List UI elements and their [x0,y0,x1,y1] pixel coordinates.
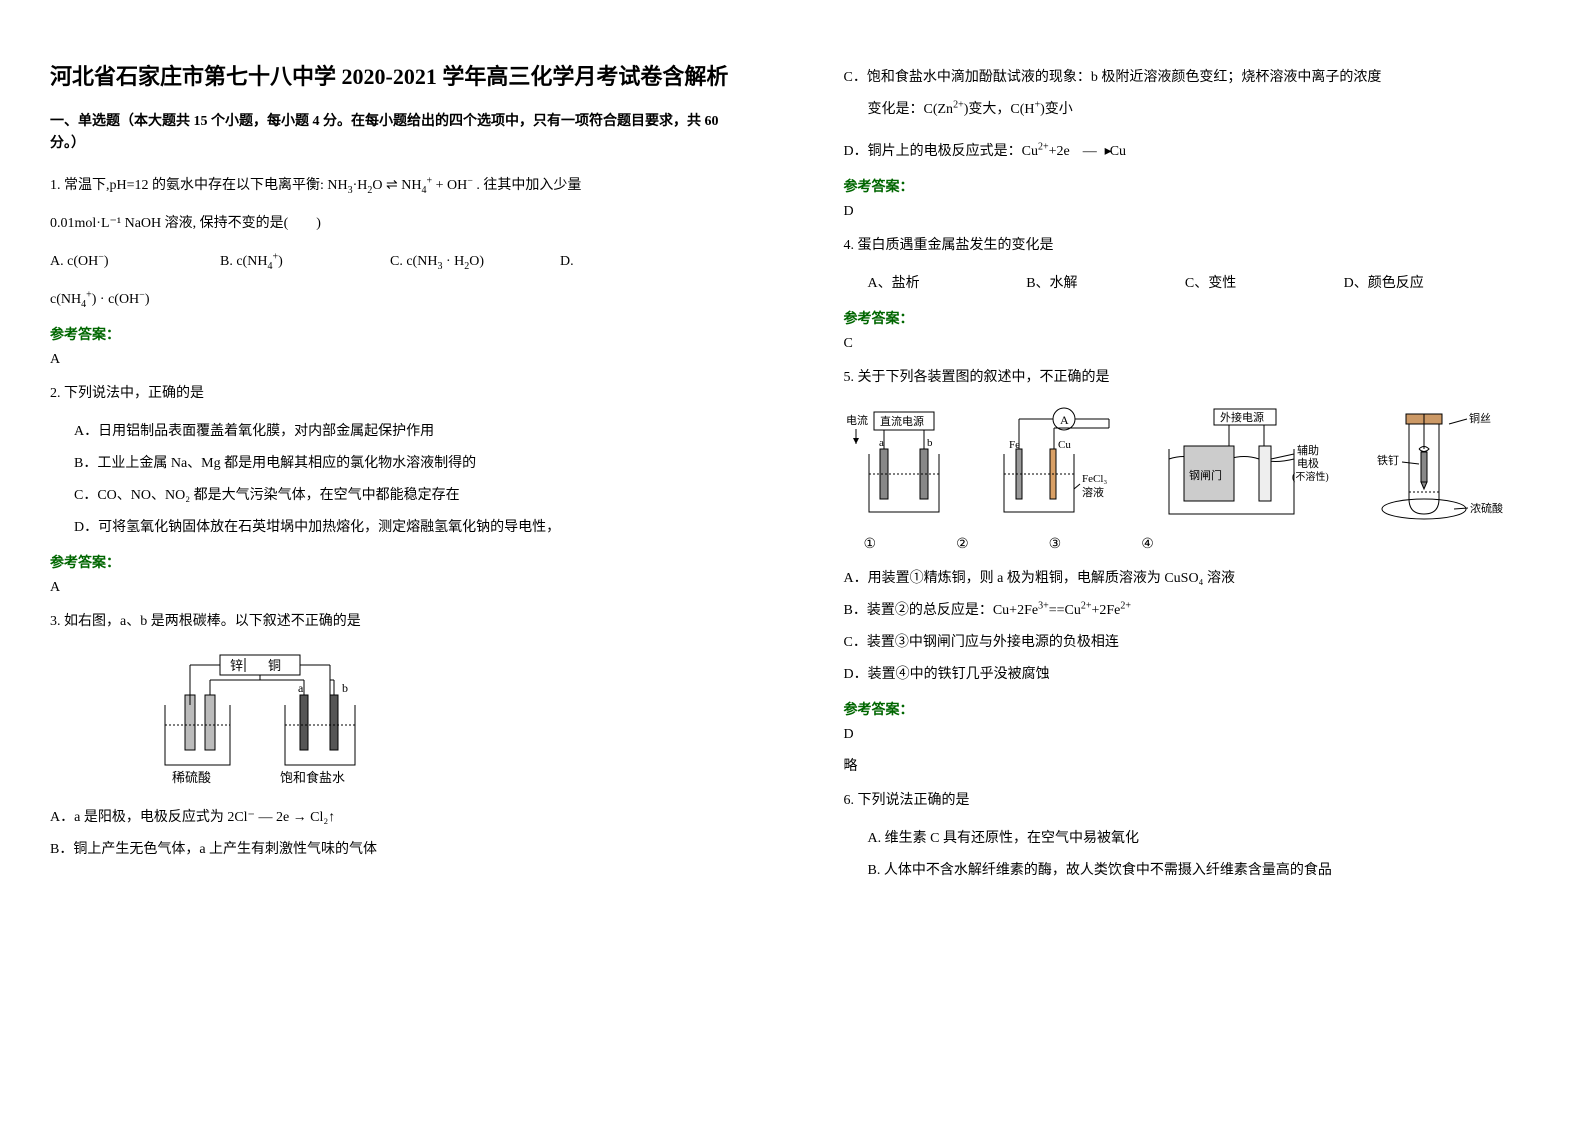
question-4-stem: 4. 蛋白质遇重金属盐发生的变化是 [844,232,1538,260]
num-1: ① [864,536,877,553]
right-column: C．饱和食盐水中滴加酚酞试液的现象：b 极附近溶液颜色变红；烧杯溶液中离子的浓度… [794,0,1587,1122]
num-2: ② [956,536,969,553]
question-2-stem: 2. 下列说法中，正确的是 [50,380,744,408]
q1-stem-a: 1. 常温下,pH=12 的氨水中存在以下电离平衡: NH [50,178,348,193]
svg-text:A: A [1060,413,1069,427]
q1-opt-c: C. c(NH3 · H2O) [390,248,520,276]
svg-text:b: b [342,681,348,695]
answer-label: 参考答案： [50,324,744,344]
svg-text:a: a [298,681,304,695]
q1-opt-d: D. [560,248,690,276]
device-3: 外接电源 钢闸门 辅助 电极 (不溶性) [1164,404,1344,524]
question-6-stem: 6. 下列说法正确的是 [844,787,1538,815]
q5-opt-b: B．装置②的总反应是：Cu+2Fe3+==Cu2++2Fe2+ [844,597,1538,625]
svg-text:浓硫酸: 浓硫酸 [1470,501,1503,515]
q1-stem-c: O [372,178,386,193]
svg-text:Cu: Cu [1058,439,1071,451]
equilibrium-arrow: ⇌ [386,176,398,192]
device-2: A Fe Cu FeCl₃ 溶液 [994,404,1134,524]
svg-text:电极: 电极 [1297,456,1319,470]
svg-text:稀硫酸: 稀硫酸 [172,770,211,785]
q3-opt-d: D．铜片上的电极反应式是：Cu2++2e—▸Cu [844,138,1538,166]
q3-opt-b: B．铜上产生无色气体，a 上产生有刺激性气味的气体 [50,836,744,864]
q1-line3: c(NH4+) · c(OH−) [50,286,744,314]
electrolysis-diagram: 锌 铜 a b 稀硫酸 饱和食盐水 [150,650,370,790]
q6-opt-a: A. 维生素 C 具有还原性，在空气中易被氧化 [868,825,1538,853]
device-4: 铜丝 铁钉 浓硫酸 [1374,404,1514,524]
svg-text:FeCl₃: FeCl₃ [1082,473,1107,485]
q5-diagrams: 电流 直流电源 a b A Fe Cu [844,404,1538,524]
svg-text:b: b [927,437,933,449]
svg-text:辅助: 辅助 [1297,443,1319,457]
q4-opt-a: A、盐析 [844,270,1027,298]
q5-note: 略 [844,755,1538,775]
num-4: ④ [1141,536,1154,553]
section-1-header: 一、单选题（本大题共 15 个小题，每小题 4 分。在每小题给出的四个选项中，只… [50,111,744,156]
question-5-stem: 5. 关于下列各装置图的叙述中，不正确的是 [844,364,1538,392]
q1-stem-e: + OH [432,178,467,193]
num-3: ③ [1049,536,1062,553]
q2-opt-b: B．工业上金属 Na、Mg 都是用电解其相应的氯化物水溶液制得的 [74,450,744,478]
exam-title: 河北省石家庄市第七十八中学 2020-2021 学年高三化学月考试卷含解析 [50,60,744,93]
q4-opt-c: C、变性 [1185,270,1344,298]
q5-numbers: ① ② ③ ④ [864,536,1538,553]
question-3-stem: 3. 如右图，a、b 是两根碳棒。以下叙述不正确的是 [50,608,744,636]
q1-stem-f: . 往其中加入少量 [473,178,582,193]
svg-text:铜丝: 铜丝 [1469,411,1491,425]
q1-options: A. c(OH−) B. c(NH4+) C. c(NH3 · H2O) D. [50,248,744,276]
svg-text:直流电源: 直流电源 [880,414,924,428]
q3-opt-c-line1: C．饱和食盐水中滴加酚酞试液的现象：b 极附近溶液颜色变红；烧杯溶液中离子的浓度 [844,64,1538,92]
answer-label: 参考答案： [844,308,1538,328]
q3-diagram: 锌 铜 a b 稀硫酸 饱和食盐水 [150,650,744,790]
q2-opt-a: A．日用铝制品表面覆盖着氧化膜，对内部金属起保护作用 [74,418,744,446]
q6-opt-b: B. 人体中不含水解纤维素的酶，故人类饮食中不需摄入纤维素含量高的食品 [868,857,1538,885]
q1-stem-b: ·H [353,178,368,193]
answer-label: 参考答案： [50,552,744,572]
q1-opt-a: A. c(OH−) [50,248,180,276]
svg-text:电流: 电流 [846,413,868,427]
device-1: 电流 直流电源 a b [844,404,964,524]
q5-opt-d: D．装置④中的铁钉几乎没被腐蚀 [844,661,1538,689]
q1-answer: A [50,352,744,368]
q2-opt-c: C．CO、NO、NO₂ 都是大气污染气体，在空气中都能稳定存在 [74,482,744,510]
cu-label: 铜 [268,658,281,673]
zn-label: 锌 [230,658,243,673]
left-column: 河北省石家庄市第七十八中学 2020-2021 学年高三化学月考试卷含解析 一、… [0,0,794,1122]
q5-opt-a: A．用装置①精炼铜，则 a 极为粗铜，电解质溶液为 CuSO₄ 溶液 [844,565,1538,593]
svg-text:铁钉: 铁钉 [1377,454,1399,467]
q2-answer: A [50,580,744,596]
q4-opt-d: D、颜色反应 [1344,270,1503,298]
q5-answer: D [844,727,1538,743]
q1-stem-d: NH [398,178,422,193]
q4-answer: C [844,336,1538,352]
q3-opt-a: A．a 是阳极，电极反应式为 2Cl⁻ — 2e → Cl₂↑ [50,804,744,832]
question-1: 1. 常温下,pH=12 的氨水中存在以下电离平衡: NH3·H2O ⇌ NH4… [50,170,744,238]
svg-text:溶液: 溶液 [1082,485,1104,499]
q1-line2: 0.01mol·L⁻¹ NaOH 溶液, 保持不变的是( ) [50,210,744,238]
svg-text:钢闸门: 钢闸门 [1189,468,1222,482]
svg-text:外接电源: 外接电源 [1220,410,1264,424]
answer-label: 参考答案： [844,176,1538,196]
answer-label: 参考答案： [844,699,1538,719]
q5-opt-c: C．装置③中钢闸门应与外接电源的负极相连 [844,629,1538,657]
q4-opt-b: B、水解 [1026,270,1185,298]
svg-text:a: a [879,437,884,449]
q3-opt-c-line2: 变化是：C(Zn2+)变大，C(H+)变小 [868,96,1538,124]
q4-options: A、盐析 B、水解 C、变性 D、颜色反应 [844,270,1503,298]
q2-opt-d: D．可将氢氧化钠固体放在石英坩埚中加热熔化，测定熔融氢氧化钠的导电性， [74,514,744,542]
svg-text:饱和食盐水: 饱和食盐水 [280,770,345,785]
q1-opt-b: B. c(NH4+) [220,248,350,276]
q3-answer: D [844,204,1538,220]
svg-text:(不溶性): (不溶性) [1292,470,1329,483]
